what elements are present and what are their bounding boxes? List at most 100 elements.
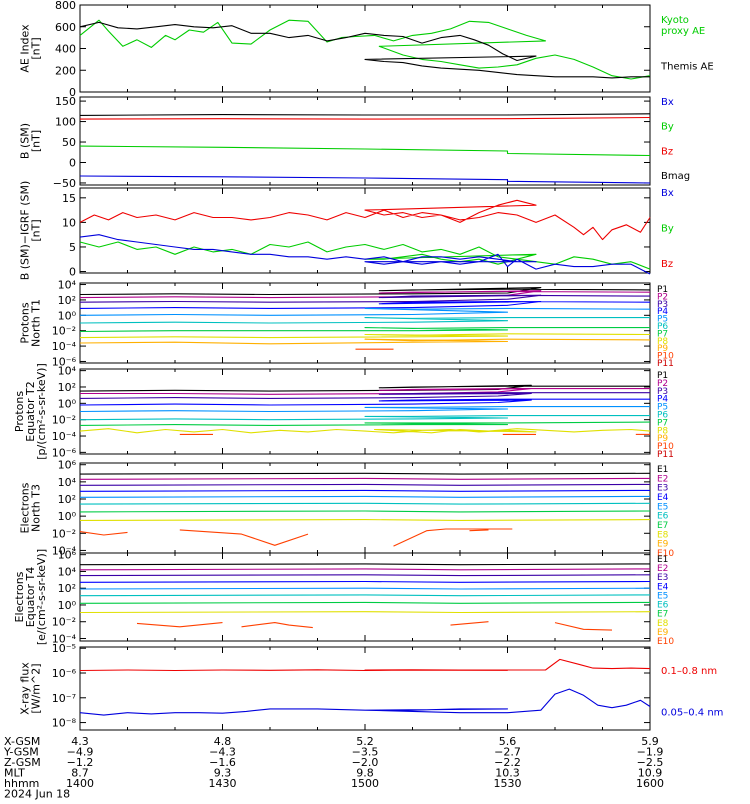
series-p4 — [79, 300, 651, 309]
axis-row-label: MLT — [4, 767, 25, 780]
series-e4 — [79, 489, 651, 492]
panel-frame — [79, 4, 651, 93]
y-axis-label-line: Equator T4 — [24, 567, 37, 627]
y-axis-label-line: [nT] — [30, 37, 43, 59]
series-p1 — [79, 384, 650, 392]
legend-entry: E4 — [657, 582, 669, 592]
legend-entry: Kyoto proxy AE — [661, 15, 705, 37]
legend-entry-line: Bz — [661, 146, 673, 157]
y-tick-label: 10⁻⁴ — [52, 430, 77, 443]
legend-entry-line: proxy AE — [661, 26, 705, 37]
y-tick-label: 0 — [69, 156, 76, 169]
y-tick-label: −50 — [53, 177, 76, 190]
legend-entry: P2 — [657, 292, 668, 302]
y-tick-label: 800 — [55, 0, 76, 12]
y-tick-label: 10⁰ — [58, 599, 77, 612]
panel-2: −50 0 50 100 150 B (SM)[nT] Bx By Bz Bmag — [19, 95, 691, 190]
legend-entry: P1 — [657, 285, 668, 295]
series-p5 — [79, 406, 650, 413]
legend-entry-line: 0.1–0.8 nm — [661, 666, 717, 677]
axis-row-value: −1.6 — [209, 756, 236, 769]
legend-entry: E9 — [657, 628, 669, 638]
y-axis-label-line: Electrons — [13, 571, 26, 622]
series-e2 — [79, 477, 651, 480]
series-e3 — [79, 574, 651, 577]
y-tick-label: 0 — [69, 86, 76, 99]
legend-entry: P6 — [657, 411, 668, 421]
series-e1 — [79, 563, 651, 566]
axis-row-label: Z-GSM — [4, 756, 41, 769]
axis-row-value: −2.2 — [494, 756, 521, 769]
legend-entry: E3 — [657, 484, 668, 494]
series-e10 — [136, 622, 223, 628]
series-e2 — [79, 568, 651, 571]
y-axis-label-line: [W/m^2] — [30, 663, 43, 713]
series-e10 — [179, 529, 309, 546]
y-tick-label: 400 — [55, 43, 76, 56]
series-bx — [79, 175, 651, 184]
series-themis-ae — [79, 21, 650, 79]
axis-row-value: 9.8 — [356, 767, 374, 780]
series-p1 — [79, 287, 651, 296]
panel-3: 0 5 10 15 B (SM)−IGRF (SM)[nT] Bx By Bz — [19, 181, 674, 281]
panel-frame — [79, 462, 651, 554]
axis-row-value: 5.2 — [356, 735, 374, 748]
series-e6 — [79, 502, 651, 505]
series-e10 — [241, 622, 313, 629]
legend-entry: Bx — [661, 97, 674, 108]
y-tick-label: 150 — [55, 95, 76, 108]
y-tick-label: 10⁴ — [58, 476, 77, 489]
axis-row-value: −2.5 — [637, 756, 664, 769]
y-axis-label: B (SM)[nT] — [19, 123, 43, 159]
y-tick-label: 100 — [55, 116, 76, 129]
y-axis-label: X-ray flux[W/m^2] — [19, 662, 43, 715]
date-label: 2024 Jun 18 — [4, 788, 70, 801]
y-tick-label: 10⁶ — [58, 459, 77, 472]
legend-entry: E8 — [657, 619, 669, 629]
legend-entry: P2 — [657, 379, 668, 389]
legend-entry-line: Bx — [661, 188, 674, 199]
axis-row-value: 1530 — [494, 777, 522, 790]
y-tick-label: 200 — [55, 64, 76, 77]
y-tick-label: 10⁻⁸ — [52, 717, 77, 730]
legend-entry-line: Bx — [661, 97, 674, 108]
legend-entry: P5 — [657, 403, 668, 413]
legend-entry: P11 — [657, 359, 674, 369]
y-axis-label-line: Protons — [13, 391, 26, 432]
legend-entry: E6 — [657, 601, 669, 611]
axis-row-value: −3.5 — [352, 746, 379, 759]
series-bx — [79, 234, 651, 275]
series-by — [79, 241, 651, 270]
series-e8 — [79, 611, 651, 614]
axis-row-value: 8.7 — [71, 767, 89, 780]
axis-row-label: Y-GSM — [3, 746, 39, 759]
series-e1 — [79, 472, 651, 475]
axis-row-value: 1430 — [209, 777, 237, 790]
series-e10 — [393, 528, 513, 547]
series-e10 — [79, 531, 128, 536]
series-0-05-0-4-nm — [79, 688, 651, 716]
legend-entry-line: By — [661, 224, 674, 235]
y-tick-label: 10² — [58, 493, 76, 506]
series-e3 — [79, 483, 651, 486]
y-tick-label: 10⁻² — [52, 325, 76, 338]
y-tick-label: 10⁰ — [58, 397, 77, 410]
y-axis-label: ElectronsEquator T4[e/(cm²-s-sr-keV)] — [13, 549, 48, 645]
y-axis-label-line: B (SM) — [19, 123, 32, 159]
y-tick-label: 10 — [62, 216, 76, 229]
legend-entry: E2 — [657, 564, 668, 574]
legend-entry: Themis AE — [660, 62, 714, 73]
y-tick-label: 10⁻⁴ — [52, 340, 77, 353]
panel-4: 10⁻⁶ 10⁻⁴ 10⁻² 10⁰ 10² 10⁴ ProtonsNorth T1 P1P2… — [19, 279, 675, 369]
legend-entry: E10 — [657, 549, 674, 559]
legend-entry: E5 — [657, 591, 668, 601]
series-p6 — [79, 317, 650, 324]
legend-entry: E7 — [657, 521, 668, 531]
y-axis-label-line: North T3 — [30, 484, 43, 532]
series-p2 — [80, 388, 650, 395]
legend-entry: E6 — [657, 512, 669, 522]
legend-entry-line: Bz — [661, 259, 673, 270]
axis-row-label: X-GSM — [4, 735, 40, 748]
axis-row-value: 4.3 — [71, 735, 89, 748]
y-axis-label: ProtonsNorth T1 — [19, 299, 43, 347]
